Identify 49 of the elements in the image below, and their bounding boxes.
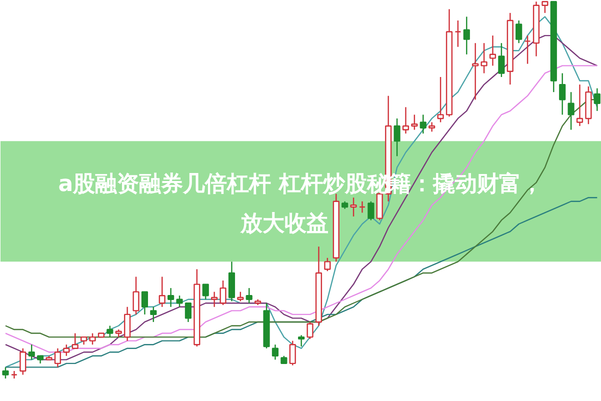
candlestick xyxy=(298,334,305,348)
candlestick xyxy=(2,366,9,380)
candlestick xyxy=(489,34,496,66)
candlestick xyxy=(324,257,331,272)
candlestick xyxy=(158,276,166,308)
candlestick xyxy=(454,20,462,48)
candlestick xyxy=(420,114,426,134)
candlestick xyxy=(132,276,140,316)
candlestick xyxy=(516,20,522,44)
candlestick xyxy=(289,340,296,366)
candlestick xyxy=(237,291,244,302)
candlestick xyxy=(150,306,157,323)
candlestick xyxy=(411,114,418,130)
candlestick xyxy=(124,306,131,342)
candlestick xyxy=(524,34,531,64)
candlestick xyxy=(10,370,18,380)
candlestick xyxy=(202,284,209,300)
candlestick xyxy=(168,287,174,308)
candlestick xyxy=(498,42,505,78)
candlestick xyxy=(272,344,279,360)
candlestick xyxy=(89,332,96,346)
candlestick xyxy=(368,200,374,221)
candlestick xyxy=(28,344,35,360)
candlestick xyxy=(106,325,114,338)
candlestick xyxy=(20,348,26,376)
candlestick xyxy=(402,106,410,134)
candlestick xyxy=(437,76,444,123)
candlestick xyxy=(63,344,70,356)
candlestick xyxy=(542,1,548,14)
candlestick xyxy=(480,42,488,74)
candlestick xyxy=(184,302,192,323)
candlestick xyxy=(306,321,314,340)
candlestick xyxy=(559,72,566,116)
candlestick xyxy=(141,291,148,316)
candlestick xyxy=(463,16,470,55)
candlestick xyxy=(350,197,357,218)
candlestick xyxy=(472,42,479,100)
candlestick xyxy=(176,294,183,308)
candlestick xyxy=(594,88,600,112)
candlestick xyxy=(576,84,584,127)
candlestick xyxy=(394,118,400,157)
candlestick xyxy=(72,332,78,349)
candlestick xyxy=(568,91,574,130)
candlestick xyxy=(246,287,252,304)
candlestick xyxy=(54,348,62,368)
candlestick xyxy=(358,200,366,214)
candlestick xyxy=(211,291,218,308)
candlestick xyxy=(220,280,226,306)
candlestick xyxy=(428,122,436,132)
